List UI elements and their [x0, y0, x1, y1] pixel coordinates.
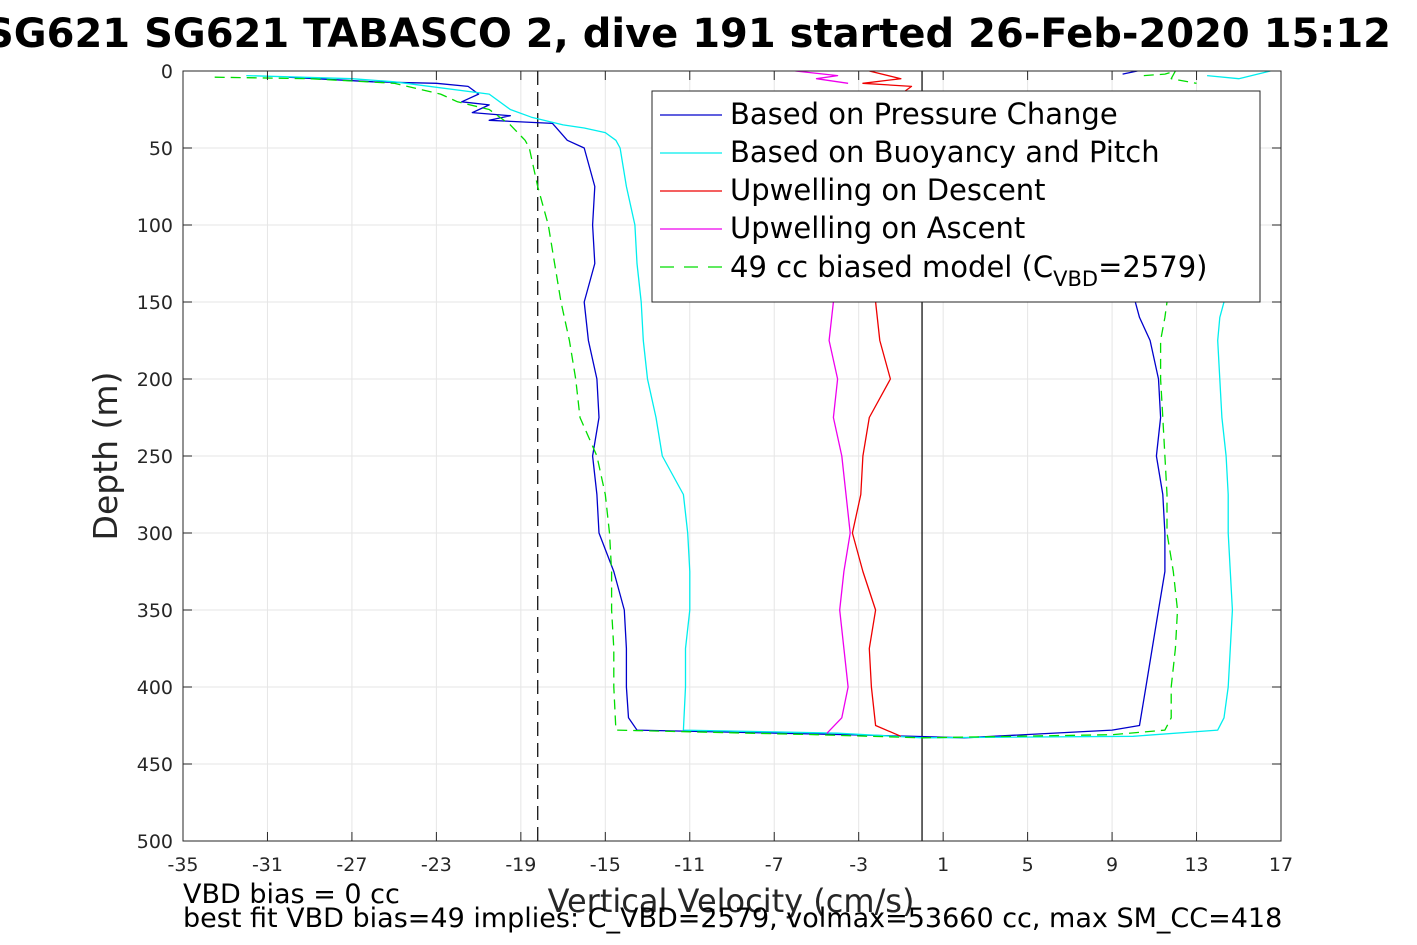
y-tick-label: 50: [149, 138, 173, 160]
x-axis-label: Vertical Velocity (cm/s): [548, 882, 915, 920]
x-tick-label: -7: [765, 854, 784, 876]
legend-label-ascent: Upwelling on Ascent: [730, 211, 1025, 245]
series-line-49-cc-biased-model-c-vbd-2579: [214, 76, 1179, 739]
chart-title: SG621 SG621 TABASCO 2, dive 191 started …: [0, 11, 1391, 57]
series-line-upwelling-on-ascent: [826, 301, 851, 734]
data-series: [214, 71, 1271, 739]
x-tick-label: -11: [674, 854, 705, 876]
x-tick-label: -15: [590, 854, 621, 876]
legend-swatches: [660, 114, 722, 268]
legend-label-pressure: Based on Pressure Change: [730, 97, 1118, 131]
y-tick-label: 150: [137, 292, 173, 314]
legend-label-buoyancy: Based on Buoyancy and Pitch: [730, 135, 1160, 169]
series-line-upwelling-on-ascent: [795, 71, 849, 84]
series-based-on-pressure-change: [288, 71, 1166, 739]
x-tick-label: 1: [937, 854, 949, 876]
legend-model-suffix: =2579): [1098, 250, 1207, 284]
axis-ticks: [182, 70, 1282, 842]
y-tick-label: 200: [137, 369, 173, 391]
legend-model-subscript: VBD: [1053, 267, 1098, 291]
footer-line-1: VBD bias = 0 cc: [183, 879, 400, 910]
legend-model-prefix: 49 cc biased model (C: [730, 250, 1053, 284]
legend-box: [651, 90, 1261, 303]
y-tick-label: 100: [137, 215, 173, 237]
x-tick-label: 9: [1106, 854, 1118, 876]
series-line-based-on-pressure-change: [288, 76, 1166, 739]
y-tick-label: 500: [137, 831, 173, 853]
legend-label-model: 49 cc biased model (CVBD=2579): [730, 250, 1208, 291]
y-axis-label: Depth (m): [86, 372, 125, 541]
x-tick-label: -23: [421, 854, 452, 876]
x-tick-label: 5: [1022, 854, 1034, 876]
legend-label-descent: Upwelling on Descent: [730, 173, 1046, 207]
series-line-49-cc-biased-model-c-vbd-2579: [1143, 71, 1197, 84]
x-tick-label: -27: [336, 854, 367, 876]
legend: Based on Pressure Change Based on Buoyan…: [651, 90, 1261, 303]
x-tick-label: -3: [849, 854, 868, 876]
y-tick-label: 350: [137, 600, 173, 622]
y-tick-label: 450: [137, 754, 173, 776]
series-line-upwelling-on-descent: [851, 301, 902, 737]
x-tick-label: 13: [1184, 854, 1208, 876]
x-tick-label: -35: [167, 854, 198, 876]
y-tick-label: 300: [137, 523, 173, 545]
series-line-based-on-pressure-change: [1122, 71, 1138, 75]
series-line-based-on-buoyancy-and-pitch: [246, 74, 1234, 739]
x-tick-label: -31: [252, 854, 283, 876]
footer-line-2: best fit VBD bias=49 implies: C_VBD=2579…: [183, 903, 1282, 934]
x-tick-label: -19: [505, 854, 536, 876]
series-based-on-buoyancy-and-pitch: [246, 71, 1271, 739]
y-tick-label: 0: [161, 61, 173, 83]
series-line-based-on-buoyancy-and-pitch: [1207, 71, 1271, 80]
series-upwelling-on-ascent: [795, 71, 851, 734]
y-tick-labels: 0 50 100 150 200 250 300 350 400 450 500: [137, 61, 173, 853]
series-49-cc-biased-model-c-vbd-2579: [214, 71, 1197, 739]
x-tick-label: 17: [1269, 854, 1293, 876]
y-tick-label: 400: [137, 677, 173, 699]
x-tick-labels: -35 -31 -27 -23 -19 -15 -11 -7 -3 1 5 9 13 17: [167, 854, 1293, 876]
y-tick-label: 250: [137, 446, 173, 468]
